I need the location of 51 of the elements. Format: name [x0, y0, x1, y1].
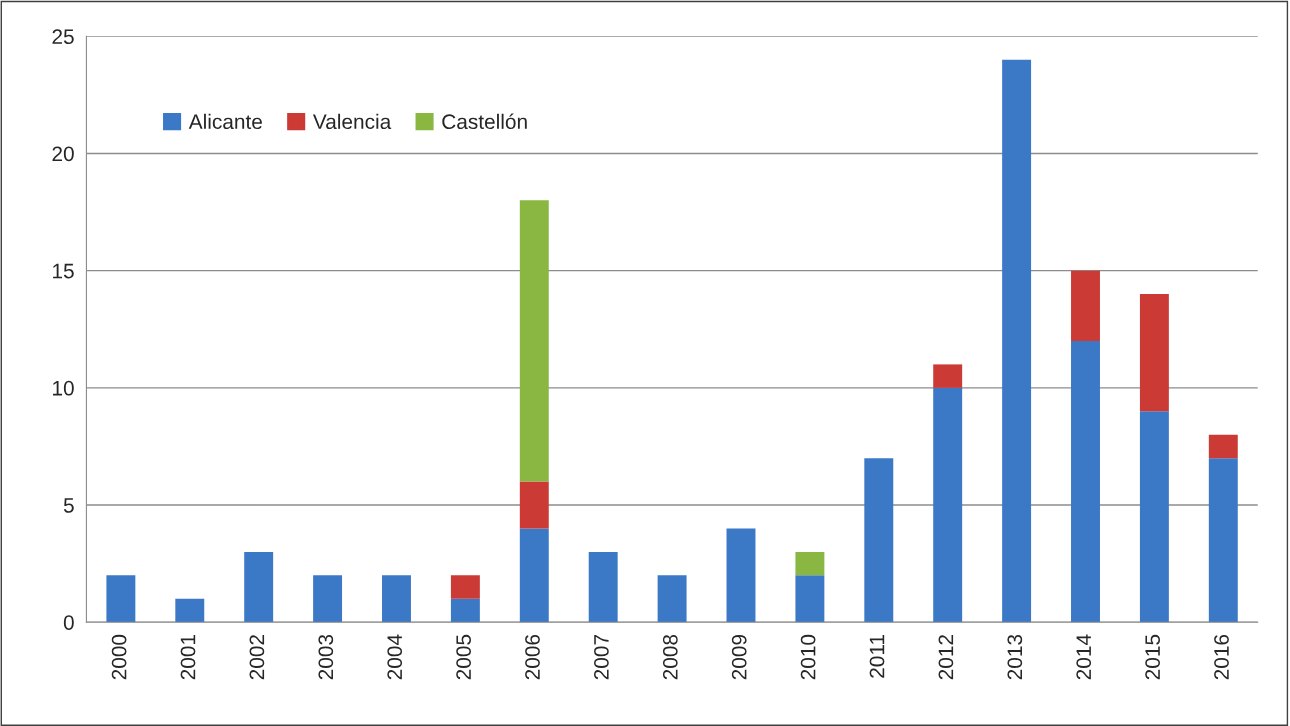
bar — [313, 575, 343, 623]
x-tick-label: 2015 — [1145, 634, 1160, 680]
y-tick-label: 10 — [53, 380, 74, 396]
x-tick-label: 2001 — [180, 635, 196, 680]
x-tick-label: 2009 — [731, 634, 747, 680]
bar — [175, 598, 205, 623]
bar — [1208, 434, 1238, 459]
bar — [1071, 340, 1100, 623]
x-tick-label: 2010 — [800, 634, 816, 680]
legend-label: Alicante — [188, 113, 262, 130]
legend-label: Valencia — [312, 113, 392, 130]
x-tick-label: 2002 — [249, 635, 265, 680]
y-tick-label: 20 — [52, 146, 74, 162]
x-tick-label: 2005 — [456, 634, 471, 680]
x-tick-label: 2003 — [318, 634, 334, 680]
y-tick-label: 25 — [52, 29, 74, 45]
x-tick-label: 2013 — [1007, 634, 1023, 680]
bar — [244, 551, 274, 623]
bar — [450, 575, 480, 599]
bar — [1208, 458, 1238, 623]
bar — [519, 528, 549, 623]
x-tick-label: 2007 — [594, 635, 609, 680]
x-tick-label: 2000 — [111, 634, 127, 680]
y-tick-label: 15 — [53, 263, 74, 279]
bar — [1071, 270, 1100, 341]
x-tick-label: 2004 — [387, 634, 403, 680]
bar — [519, 200, 549, 482]
bar — [795, 575, 825, 623]
legend-label: Castellón — [442, 113, 527, 130]
bar — [1139, 294, 1169, 412]
bar — [106, 575, 136, 623]
bar — [933, 387, 963, 623]
bar — [1139, 411, 1169, 623]
bar — [933, 364, 963, 388]
bar — [450, 598, 480, 623]
y-tick-label: 0 — [63, 615, 74, 630]
y-tick-label: 5 — [63, 498, 74, 513]
bar — [864, 458, 894, 623]
bar — [795, 551, 825, 576]
bar — [657, 575, 687, 623]
x-tick-label: 2016 — [1214, 634, 1229, 680]
x-tick-label: 2011 — [869, 635, 885, 678]
x-tick-label: 2006 — [525, 634, 540, 680]
x-tick-label: 2008 — [662, 634, 678, 680]
bar — [588, 551, 618, 623]
bar — [519, 481, 549, 529]
x-tick-label: 2014 — [1076, 634, 1092, 680]
bar — [726, 528, 756, 623]
bar — [382, 575, 411, 623]
bar — [1002, 59, 1032, 623]
x-tick-label: 2012 — [938, 635, 954, 680]
